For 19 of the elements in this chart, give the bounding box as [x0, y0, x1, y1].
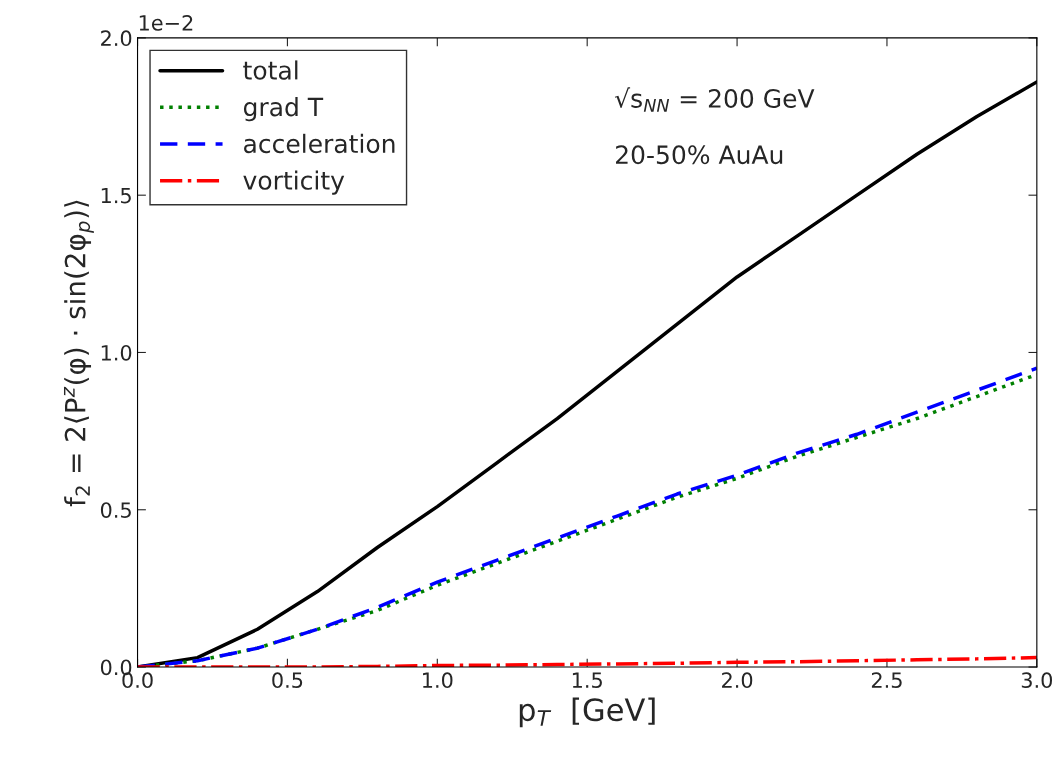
- legend-label: grad T: [243, 97, 324, 122]
- legend-label: acceleration: [244, 133, 395, 154]
- legend-label: vorticity: [243, 170, 345, 195]
- x-tick-label: 2.5: [871, 672, 902, 689]
- annotation: 20-50% AuAu: [616, 145, 783, 165]
- y-tick-label: 2.0: [101, 30, 132, 47]
- legend-label: total: [243, 60, 298, 80]
- y-tick-label: 1.5: [101, 187, 131, 204]
- x-tick-label: 1.0: [423, 672, 453, 689]
- x-axis-title: p$_{T}$ [GeV]: [519, 697, 655, 728]
- annotation: √s$_{NN}$ = 200 GeV: [614, 87, 815, 112]
- y-tick-label: 0.5: [100, 502, 131, 518]
- x-tick-label: 0.5: [272, 672, 303, 689]
- x-tick-label: 1.5: [572, 672, 602, 689]
- x-tick-label: 3.0: [1021, 672, 1053, 689]
- x-tick-label: 2.0: [722, 672, 753, 689]
- y-axis-title: f$_{2}$ = 2⟨P$^{z}$(φ) · sin(2φ$_{p}$)⟩: [63, 200, 94, 507]
- y-tick-label: 1.0: [101, 344, 132, 361]
- text: 1e−2: [139, 14, 193, 31]
